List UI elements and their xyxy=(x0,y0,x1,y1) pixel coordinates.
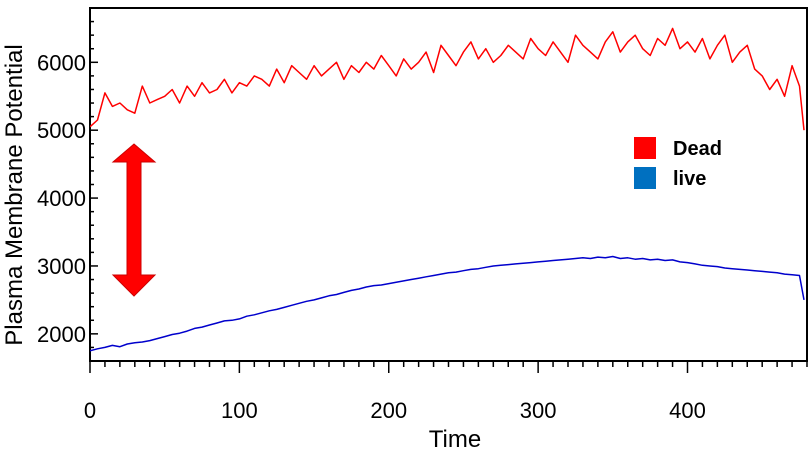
series-line-live xyxy=(90,255,805,352)
legend-label-live: live xyxy=(673,168,706,190)
x-tick-label: 0 xyxy=(84,398,96,423)
x-tick-label: 100 xyxy=(221,398,258,423)
y-tick-label: 6000 xyxy=(37,50,86,75)
tick-labels: 0 100 200 300 400 2000 3000 4000 5000 6000 xyxy=(37,50,706,423)
difference-arrow-shape xyxy=(111,143,157,297)
legend-swatch-live xyxy=(634,167,656,189)
difference-arrow xyxy=(111,143,157,297)
legend: Dead live xyxy=(634,137,722,190)
x-axis-title: Time xyxy=(429,426,481,453)
series-layer xyxy=(90,27,805,352)
x-tick-label: 200 xyxy=(370,398,407,423)
y-tick-label: 2000 xyxy=(37,322,86,347)
y-tick-label: 3000 xyxy=(37,254,86,279)
legend-label-dead: Dead xyxy=(673,138,722,160)
x-tick-label: 400 xyxy=(669,398,706,423)
x-tick-label: 300 xyxy=(520,398,557,423)
y-tick-label: 5000 xyxy=(37,118,86,143)
axis-layer xyxy=(89,7,808,373)
legend-swatch-dead xyxy=(634,137,656,159)
y-axis-title: Plasma Membrane Potential xyxy=(1,44,28,345)
y-tick-label: 4000 xyxy=(37,186,86,211)
plot-area xyxy=(89,7,808,362)
series-line-dead xyxy=(90,27,805,131)
